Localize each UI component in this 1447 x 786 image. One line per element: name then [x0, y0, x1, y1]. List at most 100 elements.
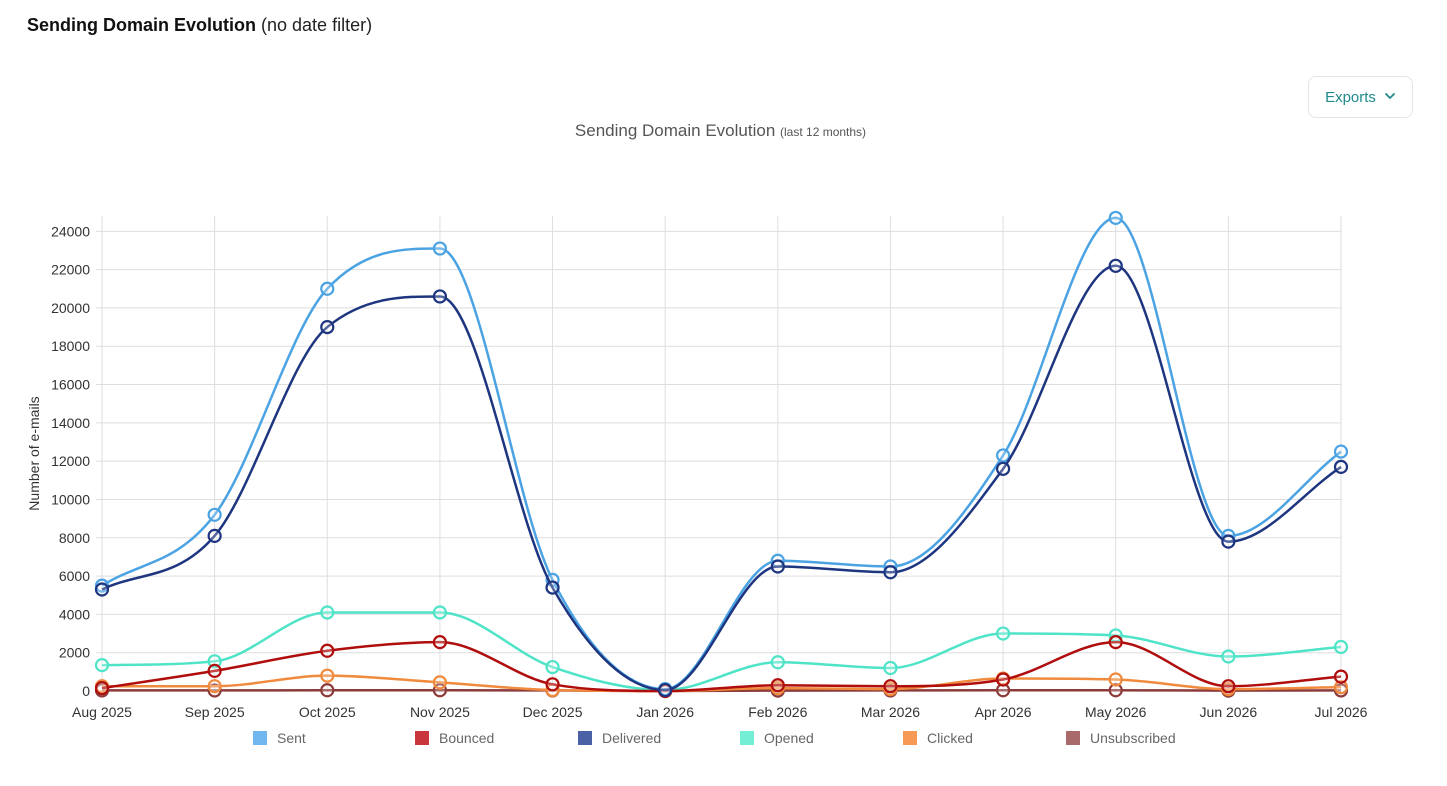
data-point-bounced[interactable]	[1221, 679, 1236, 694]
y-tick-label: 2000	[59, 645, 90, 661]
data-point-clicked[interactable]	[320, 668, 335, 683]
legend-swatch	[903, 731, 917, 745]
data-point-clicked[interactable]	[432, 675, 448, 690]
data-point-delivered[interactable]	[545, 580, 560, 595]
data-point-delivered[interactable]	[432, 289, 448, 304]
data-point-opened[interactable]	[1333, 639, 1349, 655]
legend-item-clicked[interactable]: Clicked	[903, 730, 973, 746]
y-tick-label: 10000	[51, 491, 90, 507]
data-point-bounced[interactable]	[1108, 635, 1123, 650]
data-point-bounced[interactable]	[320, 643, 335, 658]
legend-label: Bounced	[439, 730, 495, 746]
data-point-delivered[interactable]	[1108, 258, 1123, 273]
x-tick-label: Sep 2025	[185, 704, 245, 720]
x-tick-label: Dec 2025	[523, 704, 583, 720]
y-tick-label: 6000	[59, 568, 90, 584]
data-point-clicked[interactable]	[1108, 672, 1123, 687]
y-axis: 0 2000 4000 6000 8000 10000 12000 14000 16000 180…	[51, 223, 90, 699]
data-point-delivered[interactable]	[658, 682, 673, 698]
legend-swatch	[415, 731, 429, 745]
legend: Sent Bounced Delivered Opened Clicked Unsubsc…	[0, 730, 1447, 750]
legend-item-delivered[interactable]: Delivered	[578, 730, 661, 746]
series-line-unsubscribed	[102, 688, 1342, 693]
data-point-opened[interactable]	[770, 655, 785, 670]
data-point-delivered[interactable]	[207, 528, 222, 543]
data-point-unsubscribed[interactable]	[320, 683, 335, 698]
y-tick-label: 18000	[51, 338, 90, 354]
data-point-delivered[interactable]	[1333, 459, 1349, 475]
data-point-opened[interactable]	[432, 605, 448, 620]
y-tick-label: 20000	[51, 300, 90, 316]
data-point-delivered[interactable]	[94, 582, 110, 597]
page-header: Sending Domain Evolution (no date filter…	[27, 15, 372, 36]
data-point-bounced[interactable]	[94, 681, 110, 696]
y-tick-label: 4000	[59, 606, 90, 622]
series-sent	[94, 210, 1349, 697]
y-axis-title: Number of e-mails	[26, 396, 42, 510]
x-tick-label: Mar 2026	[861, 704, 920, 720]
legend-label: Unsubscribed	[1090, 730, 1176, 746]
data-point-sent[interactable]	[432, 241, 448, 256]
chart-title: Sending Domain Evolution	[574, 121, 776, 140]
series-bounced	[94, 635, 1349, 699]
data-point-delivered[interactable]	[995, 461, 1011, 476]
data-point-clicked[interactable]	[1333, 680, 1349, 695]
series-line-clicked	[102, 674, 1342, 693]
y-tick-label: 24000	[51, 223, 90, 239]
data-point-bounced[interactable]	[432, 635, 448, 650]
y-tick-label: 14000	[51, 415, 90, 431]
data-point-delivered[interactable]	[1221, 534, 1236, 549]
x-tick-label: Oct 2025	[299, 704, 356, 720]
data-point-opened[interactable]	[883, 660, 898, 676]
legend-swatch	[1066, 731, 1080, 745]
legend-item-unsubscribed[interactable]: Unsubscribed	[1066, 730, 1176, 746]
data-point-bounced[interactable]	[1333, 669, 1349, 684]
data-point-sent[interactable]	[1333, 444, 1349, 459]
y-tick-label: 22000	[51, 262, 90, 278]
data-point-bounced[interactable]	[995, 672, 1011, 687]
x-tick-label: May 2026	[1085, 704, 1147, 720]
legend-swatch	[578, 731, 592, 745]
data-point-bounced[interactable]	[770, 678, 785, 693]
data-point-clicked[interactable]	[207, 679, 222, 694]
series-delivered	[94, 258, 1349, 698]
x-tick-label: Aug 2025	[72, 704, 132, 720]
data-point-opened[interactable]	[94, 658, 110, 673]
data-point-sent[interactable]	[207, 507, 222, 522]
data-point-bounced[interactable]	[207, 663, 222, 678]
series-line-sent	[101, 216, 1342, 691]
exports-button[interactable]: Exports	[1308, 76, 1413, 118]
legend-item-sent[interactable]: Sent	[253, 730, 306, 746]
data-point-opened[interactable]	[207, 654, 222, 669]
x-axis: Aug 2025 Sep 2025 Oct 2025 Nov 2025 Dec 2025…	[72, 704, 1368, 720]
y-tick-label: 12000	[51, 453, 90, 469]
data-point-opened[interactable]	[995, 626, 1011, 641]
data-point-sent[interactable]	[1108, 210, 1123, 226]
x-tick-label: Apr 2026	[975, 704, 1032, 720]
data-point-opened[interactable]	[1221, 649, 1236, 664]
chart-subtitle: (last 12 months)	[780, 125, 867, 139]
x-tick-label: Jan 2026	[636, 704, 694, 720]
data-point-bounced[interactable]	[545, 677, 560, 692]
data-point-delivered[interactable]	[883, 565, 898, 580]
data-point-opened[interactable]	[545, 659, 560, 675]
legend-item-bounced[interactable]: Bounced	[415, 730, 494, 746]
legend-label: Delivered	[602, 730, 662, 746]
data-point-opened[interactable]	[320, 605, 335, 620]
legend-label: Opened	[764, 730, 814, 746]
data-point-sent[interactable]	[995, 448, 1011, 463]
data-point-unsubscribed[interactable]	[1108, 683, 1123, 698]
legend-swatch	[253, 731, 267, 745]
data-point-sent[interactable]	[320, 281, 335, 296]
page-subtitle: (no date filter)	[261, 15, 373, 35]
x-tick-label: Nov 2025	[410, 704, 470, 720]
data-point-delivered[interactable]	[770, 559, 785, 574]
legend-item-opened[interactable]: Opened	[740, 730, 814, 746]
data-point-delivered[interactable]	[320, 319, 335, 335]
x-tick-label: Jun 2026	[1200, 704, 1258, 720]
data-point-bounced[interactable]	[883, 679, 898, 694]
exports-label: Exports	[1325, 88, 1376, 106]
y-tick-label: 16000	[51, 377, 90, 393]
y-tick-label: 0	[82, 683, 90, 699]
